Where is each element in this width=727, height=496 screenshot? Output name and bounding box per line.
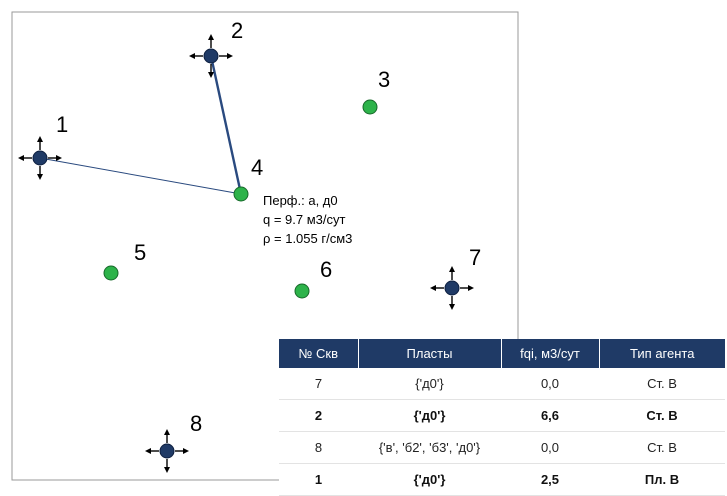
injector-marker-icon [203,48,219,64]
well-5[interactable]: 5 [103,240,146,281]
cell-well-number: 7 [279,368,358,400]
producer-marker-icon [362,99,378,115]
table-row: 7 {'д0'} 0,0 Ст. В [279,368,725,400]
well-label-6: 6 [320,257,332,282]
well-label-1: 1 [56,112,68,137]
well-label-2: 2 [231,18,243,43]
cell-fqi: 2,5 [501,463,599,496]
table-row: 2 {'д0'} 6,6 Ст. В [279,399,725,432]
well-7[interactable]: 7 [430,245,481,310]
info-density: ρ = 1.055 г/см3 [263,231,352,246]
well-1[interactable]: 1 [18,112,68,180]
info-rate: q = 9.7 м3/сут [263,212,346,227]
cell-agent-type: Пл. В [599,463,725,496]
well-8[interactable]: 8 [145,411,202,473]
cell-layers: {'д0'} [358,463,501,496]
injector-marker-icon [159,443,175,459]
header-well-number: № Скв [279,339,359,368]
well-label-4: 4 [251,155,263,180]
well-3[interactable]: 3 [362,67,390,115]
table-row: 8 {'в', 'б2', 'б3', 'д0'} 0,0 Ст. В [279,431,725,464]
cell-layers: {'д0'} [358,399,501,432]
header-layers: Пласты [358,339,502,368]
info-perf: Перф.: а, д0 [263,193,338,208]
well-2[interactable]: 2 [189,18,243,78]
connection-line-2-4 [209,55,243,195]
cell-layers: {'в', 'б2', 'б3', 'д0'} [358,431,501,464]
well-label-8: 8 [190,411,202,436]
header-agent-type: Тип агента [599,339,725,368]
cell-layers: {'д0'} [358,368,501,400]
connection-line-1-4 [39,157,242,195]
producer-marker-icon [233,186,249,202]
injector-marker-icon [444,280,460,296]
well-label-7: 7 [469,245,481,270]
injector-marker-icon [32,150,48,166]
cell-fqi: 0,0 [501,431,599,464]
cell-well-number: 2 [279,399,358,432]
cell-agent-type: Ст. В [599,431,725,464]
cell-fqi: 0,0 [501,368,599,400]
well-label-5: 5 [134,240,146,265]
cell-fqi: 6,6 [501,399,599,432]
table-row: 1 {'д0'} 2,5 Пл. В [279,463,725,496]
cell-agent-type: Ст. В [599,399,725,432]
well-4[interactable]: 4 [233,155,263,202]
table-header-row: № Скв Пласты fqi, м3/сут Тип агента [279,339,725,368]
well-6[interactable]: 6 [294,257,332,299]
cell-well-number: 1 [279,463,358,496]
well-table: № Скв Пласты fqi, м3/сут Тип агента 7 {'… [279,339,725,496]
header-fqi: fqi, м3/сут [501,339,600,368]
map-frame [11,11,519,481]
cell-agent-type: Ст. В [599,368,725,400]
cell-well-number: 8 [279,431,358,464]
well-label-3: 3 [378,67,390,92]
producer-marker-icon [103,265,119,281]
producer-marker-icon [294,283,310,299]
